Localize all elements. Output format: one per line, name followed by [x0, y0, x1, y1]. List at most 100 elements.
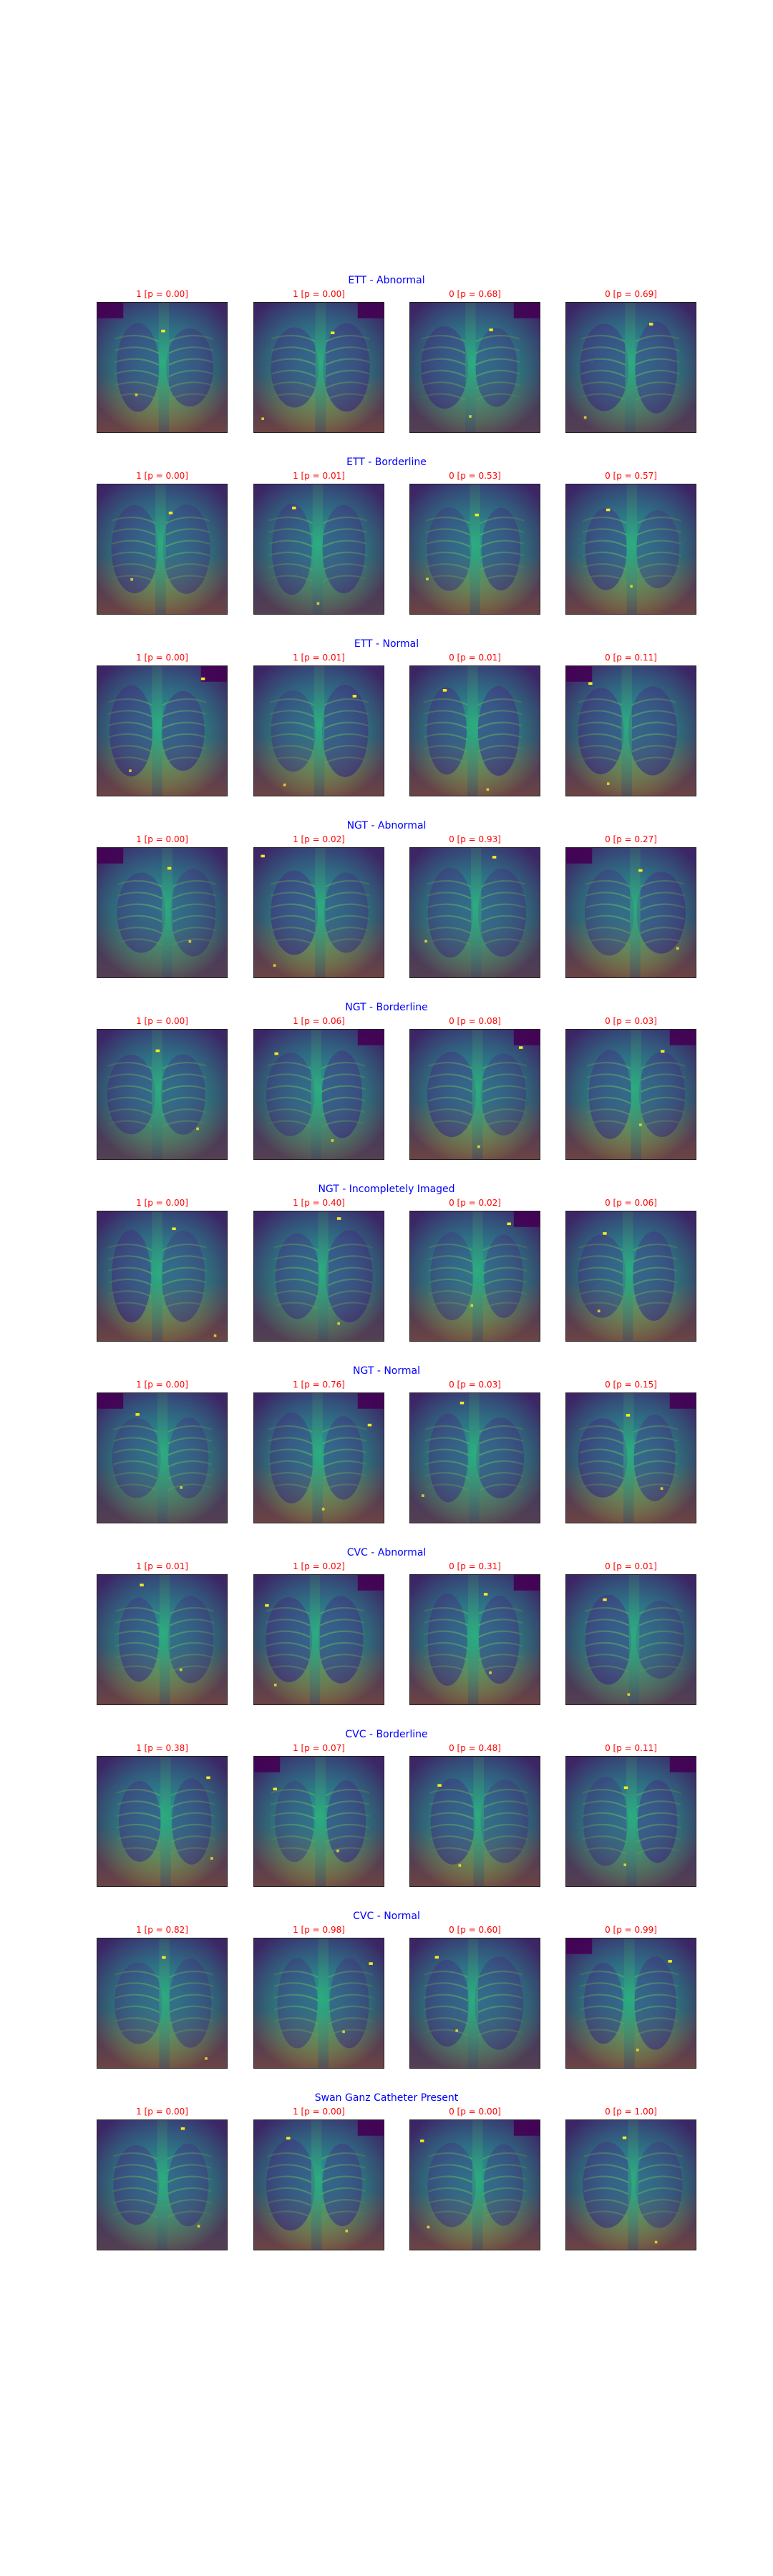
prediction-caption: 0 [p = 0.99]: [565, 1925, 696, 1935]
xray-image: [254, 484, 384, 614]
xray-thumbnail: [565, 1938, 696, 2069]
image-panel: 0 [p = 0.11]: [565, 653, 696, 663]
prediction-caption: 1 [p = 0.00]: [97, 1380, 228, 1390]
image-panel: 0 [p = 0.57]: [565, 471, 696, 481]
xray-image: [566, 1575, 696, 1704]
xray-thumbnail: [409, 1938, 540, 2069]
image-panel: 1 [p = 0.01]: [97, 1561, 228, 1571]
prediction-caption: 0 [p = 0.11]: [565, 1743, 696, 1753]
category-section: NGT - Abnormal 1 [p = 0.00] 1 [p = 0.02] 0 …: [0, 820, 773, 1002]
image-panel: 0 [p = 0.60]: [409, 1925, 540, 1935]
prediction-caption: 0 [p = 0.08]: [409, 1016, 540, 1026]
image-panel: 0 [p = 0.08]: [409, 1016, 540, 1026]
image-panel: 1 [p = 0.00]: [97, 653, 228, 663]
xray-thumbnail: [97, 847, 228, 978]
xray-thumbnail: [253, 1756, 384, 1887]
xray-image: [566, 1211, 696, 1341]
xray-thumbnail: [97, 1574, 228, 1705]
xray-image: [410, 1030, 540, 1159]
xray-thumbnail: [409, 2119, 540, 2250]
image-panel: 0 [p = 0.00]: [409, 2107, 540, 2117]
xray-image: [566, 1938, 696, 2068]
xray-thumbnail: [409, 302, 540, 433]
image-panel: 1 [p = 0.02]: [253, 1561, 384, 1571]
image-panel: 1 [p = 0.00]: [97, 2107, 228, 2117]
image-panel: 0 [p = 0.11]: [565, 1743, 696, 1753]
image-panel: 0 [p = 0.48]: [409, 1743, 540, 1753]
xray-thumbnail: [253, 1392, 384, 1523]
prediction-caption: 1 [p = 0.00]: [253, 2107, 384, 2117]
prediction-caption: 0 [p = 0.02]: [409, 1198, 540, 1208]
xray-image: [97, 1575, 227, 1704]
xray-thumbnail: [409, 1392, 540, 1523]
prediction-caption: 0 [p = 0.27]: [565, 834, 696, 844]
section-title: ETT - Normal: [0, 638, 773, 650]
image-panel: 1 [p = 0.01]: [253, 653, 384, 663]
image-panel: 0 [p = 0.03]: [409, 1380, 540, 1390]
image-panel: 0 [p = 0.27]: [565, 834, 696, 844]
xray-image: [97, 484, 227, 614]
xray-image: [254, 1393, 384, 1523]
xray-image: [566, 666, 696, 796]
xray-thumbnail: [565, 484, 696, 615]
category-section: ETT - Normal 1 [p = 0.00] 1 [p = 0.01] 0 [p…: [0, 638, 773, 820]
xray-image: [410, 1757, 540, 1886]
prediction-caption: 0 [p = 0.48]: [409, 1743, 540, 1753]
prediction-caption: 0 [p = 0.60]: [409, 1925, 540, 1935]
xray-thumbnail: [565, 1211, 696, 1342]
prediction-caption: 1 [p = 0.00]: [253, 289, 384, 299]
xray-thumbnail: [97, 1756, 228, 1887]
prediction-caption: 1 [p = 0.01]: [97, 1561, 228, 1571]
section-title: NGT - Abnormal: [0, 820, 773, 831]
prediction-caption: 1 [p = 0.07]: [253, 1743, 384, 1753]
xray-image: [97, 1211, 227, 1341]
xray-image: [410, 1393, 540, 1523]
xray-image: [566, 1757, 696, 1886]
xray-thumbnail: [565, 2119, 696, 2250]
xray-thumbnail: [253, 1574, 384, 1705]
xray-thumbnail: [409, 1574, 540, 1705]
xray-image: [566, 484, 696, 614]
xray-thumbnail: [565, 1756, 696, 1887]
xray-image: [97, 2120, 227, 2250]
image-panel: 1 [p = 0.40]: [253, 1198, 384, 1208]
xray-image: [97, 1393, 227, 1523]
image-panel: 1 [p = 0.00]: [97, 1380, 228, 1390]
image-panel: 1 [p = 0.07]: [253, 1743, 384, 1753]
prediction-caption: 1 [p = 0.00]: [97, 289, 228, 299]
prediction-caption: 1 [p = 0.00]: [97, 1198, 228, 1208]
xray-thumbnail: [565, 665, 696, 796]
section-title: CVC - Abnormal: [0, 1547, 773, 1558]
prediction-caption: 1 [p = 0.00]: [97, 2107, 228, 2117]
image-panel: 1 [p = 0.00]: [97, 1016, 228, 1026]
image-panel: 0 [p = 0.01]: [565, 1561, 696, 1571]
prediction-caption: 1 [p = 0.00]: [97, 471, 228, 481]
xray-thumbnail: [253, 302, 384, 433]
section-title: NGT - Incompletely Imaged: [0, 1184, 773, 1195]
image-panel: 1 [p = 0.00]: [97, 834, 228, 844]
xray-thumbnail: [409, 665, 540, 796]
xray-thumbnail: [409, 1756, 540, 1887]
image-panel: 1 [p = 0.00]: [97, 289, 228, 299]
xray-image: [410, 303, 540, 432]
xray-thumbnail: [565, 1392, 696, 1523]
prediction-caption: 0 [p = 0.31]: [409, 1561, 540, 1571]
xray-image: [97, 303, 227, 432]
image-panel: 1 [p = 0.01]: [253, 471, 384, 481]
prediction-caption: 0 [p = 0.01]: [565, 1561, 696, 1571]
xray-thumbnail: [97, 484, 228, 615]
xray-thumbnail: [409, 484, 540, 615]
xray-image: [566, 303, 696, 432]
image-panel: 1 [p = 0.38]: [97, 1743, 228, 1753]
image-panel: 1 [p = 0.00]: [253, 289, 384, 299]
prediction-caption: 0 [p = 0.03]: [409, 1380, 540, 1390]
section-title: Swan Ganz Catheter Present: [0, 2092, 773, 2104]
xray-thumbnail: [565, 847, 696, 978]
section-title: ETT - Borderline: [0, 457, 773, 468]
prediction-caption: 0 [p = 0.53]: [409, 471, 540, 481]
image-panel: 0 [p = 0.53]: [409, 471, 540, 481]
prediction-caption: 1 [p = 0.01]: [253, 471, 384, 481]
prediction-caption: 0 [p = 0.11]: [565, 653, 696, 663]
prediction-caption: 0 [p = 0.06]: [565, 1198, 696, 1208]
